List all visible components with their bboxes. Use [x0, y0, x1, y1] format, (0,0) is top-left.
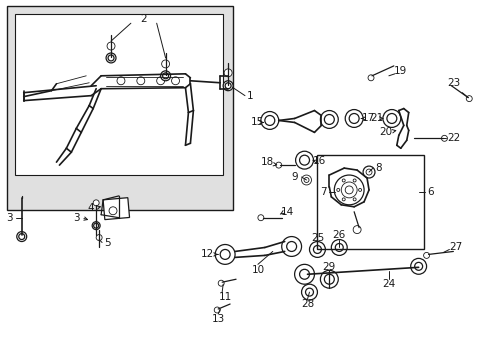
- Text: 2: 2: [140, 14, 147, 24]
- Circle shape: [352, 226, 360, 234]
- Text: 1: 1: [246, 91, 253, 101]
- Circle shape: [257, 215, 264, 221]
- Circle shape: [466, 96, 471, 102]
- Circle shape: [352, 198, 355, 201]
- Circle shape: [275, 162, 281, 168]
- Circle shape: [161, 71, 170, 81]
- Text: 24: 24: [382, 279, 395, 289]
- Circle shape: [117, 77, 124, 85]
- Text: 26: 26: [332, 230, 345, 239]
- Text: 5: 5: [103, 238, 110, 248]
- Circle shape: [17, 231, 27, 242]
- Circle shape: [107, 42, 115, 50]
- Bar: [103, 198, 129, 220]
- Bar: [317, 155, 423, 249]
- Bar: [15, 14, 223, 175]
- Text: 17: 17: [361, 113, 374, 123]
- Text: 28: 28: [300, 299, 313, 309]
- Text: 19: 19: [393, 66, 407, 76]
- Circle shape: [342, 179, 345, 182]
- Text: 18: 18: [261, 157, 274, 167]
- Circle shape: [218, 280, 224, 286]
- Text: 9: 9: [291, 172, 297, 182]
- Text: 20: 20: [379, 127, 392, 138]
- Circle shape: [93, 200, 99, 206]
- Text: 6: 6: [427, 187, 433, 197]
- Text: 3: 3: [73, 213, 80, 223]
- Text: 10: 10: [251, 265, 264, 275]
- Text: 29: 29: [322, 262, 335, 272]
- Circle shape: [345, 186, 352, 194]
- Circle shape: [92, 222, 100, 230]
- Circle shape: [336, 188, 339, 192]
- Text: 21: 21: [369, 113, 383, 123]
- Circle shape: [214, 307, 220, 313]
- Text: 27: 27: [449, 243, 462, 252]
- Text: 25: 25: [310, 233, 324, 243]
- Text: 7: 7: [320, 187, 326, 197]
- Text: 15: 15: [251, 117, 264, 127]
- Circle shape: [106, 53, 116, 63]
- Text: 16: 16: [312, 156, 325, 166]
- Circle shape: [358, 188, 361, 192]
- Text: 22: 22: [446, 133, 459, 143]
- Bar: [7, 6, 233, 210]
- Circle shape: [224, 69, 232, 77]
- Circle shape: [352, 179, 355, 182]
- Circle shape: [162, 60, 169, 68]
- Circle shape: [137, 77, 144, 85]
- Text: 4: 4: [88, 203, 94, 213]
- Circle shape: [96, 235, 102, 240]
- Text: 11: 11: [218, 292, 231, 302]
- Circle shape: [156, 77, 164, 85]
- Circle shape: [223, 81, 233, 91]
- Circle shape: [367, 75, 373, 81]
- Text: 23: 23: [447, 78, 460, 88]
- Circle shape: [342, 198, 345, 201]
- Circle shape: [362, 166, 374, 178]
- Circle shape: [423, 252, 428, 258]
- Circle shape: [171, 77, 179, 85]
- Text: 14: 14: [281, 207, 294, 217]
- Text: 8: 8: [375, 163, 382, 173]
- Circle shape: [441, 135, 447, 141]
- Text: 13: 13: [211, 314, 224, 324]
- Text: 3: 3: [6, 213, 13, 223]
- Text: 12: 12: [200, 249, 213, 260]
- Circle shape: [334, 175, 364, 205]
